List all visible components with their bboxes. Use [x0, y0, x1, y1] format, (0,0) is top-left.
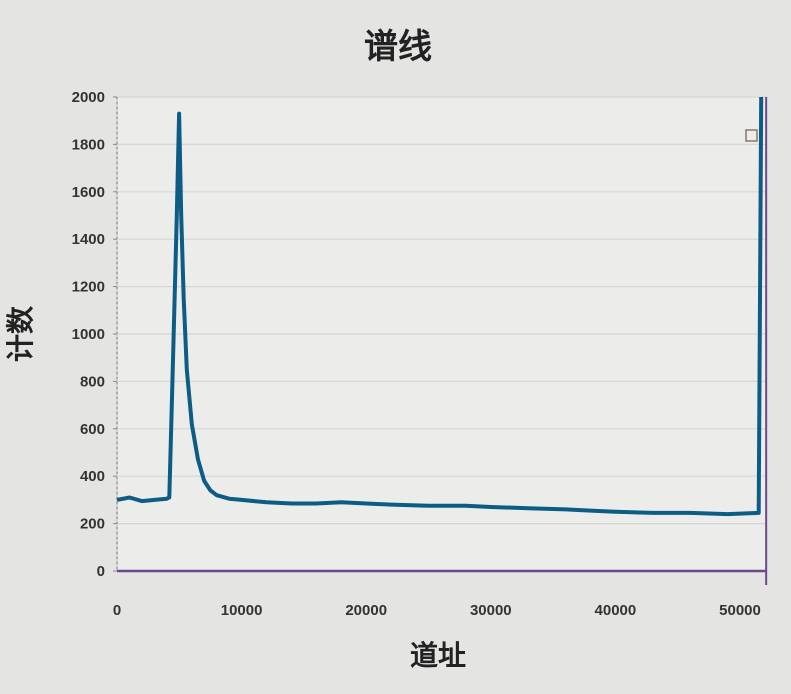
y-axis-ticks: 0 200 400 600 800 1000 1200 1400 1600 1800 2000	[72, 89, 117, 580]
y-tick-label: 1400	[72, 231, 105, 248]
y-tick-label: 600	[80, 421, 105, 438]
legend-marker[interactable]	[745, 129, 758, 142]
x-tick-label: 30000	[470, 602, 512, 619]
y-tick-label: 1800	[72, 136, 105, 153]
spectrum-line	[116, 96, 764, 517]
chart-title: 谱线	[364, 27, 432, 67]
x-tick-label: 10000	[221, 602, 263, 619]
x-tick-label: 20000	[345, 602, 387, 619]
y-tick-label: 400	[80, 468, 105, 485]
y-tick-label: 1200	[72, 279, 105, 296]
y-tick-label: 1000	[72, 326, 105, 343]
y-tick-label: 1600	[72, 184, 105, 201]
x-tick-label: 0	[113, 602, 121, 619]
y-tick-label: 800	[80, 373, 105, 390]
axes	[116, 97, 768, 585]
x-tick-label: 40000	[595, 602, 637, 619]
y-tick-label: 2000	[72, 89, 105, 106]
series-group	[116, 96, 764, 517]
x-tick-label: 50000	[719, 602, 761, 619]
y-axis-label: 计数	[4, 305, 37, 362]
grid-lines	[117, 96, 767, 525]
y-tick-label: 0	[97, 563, 105, 580]
x-axis-ticks: 0 10000 20000 30000 40000 50000	[113, 602, 761, 619]
x-axis-label: 道址	[410, 639, 466, 672]
y-tick-label: 200	[80, 516, 105, 533]
